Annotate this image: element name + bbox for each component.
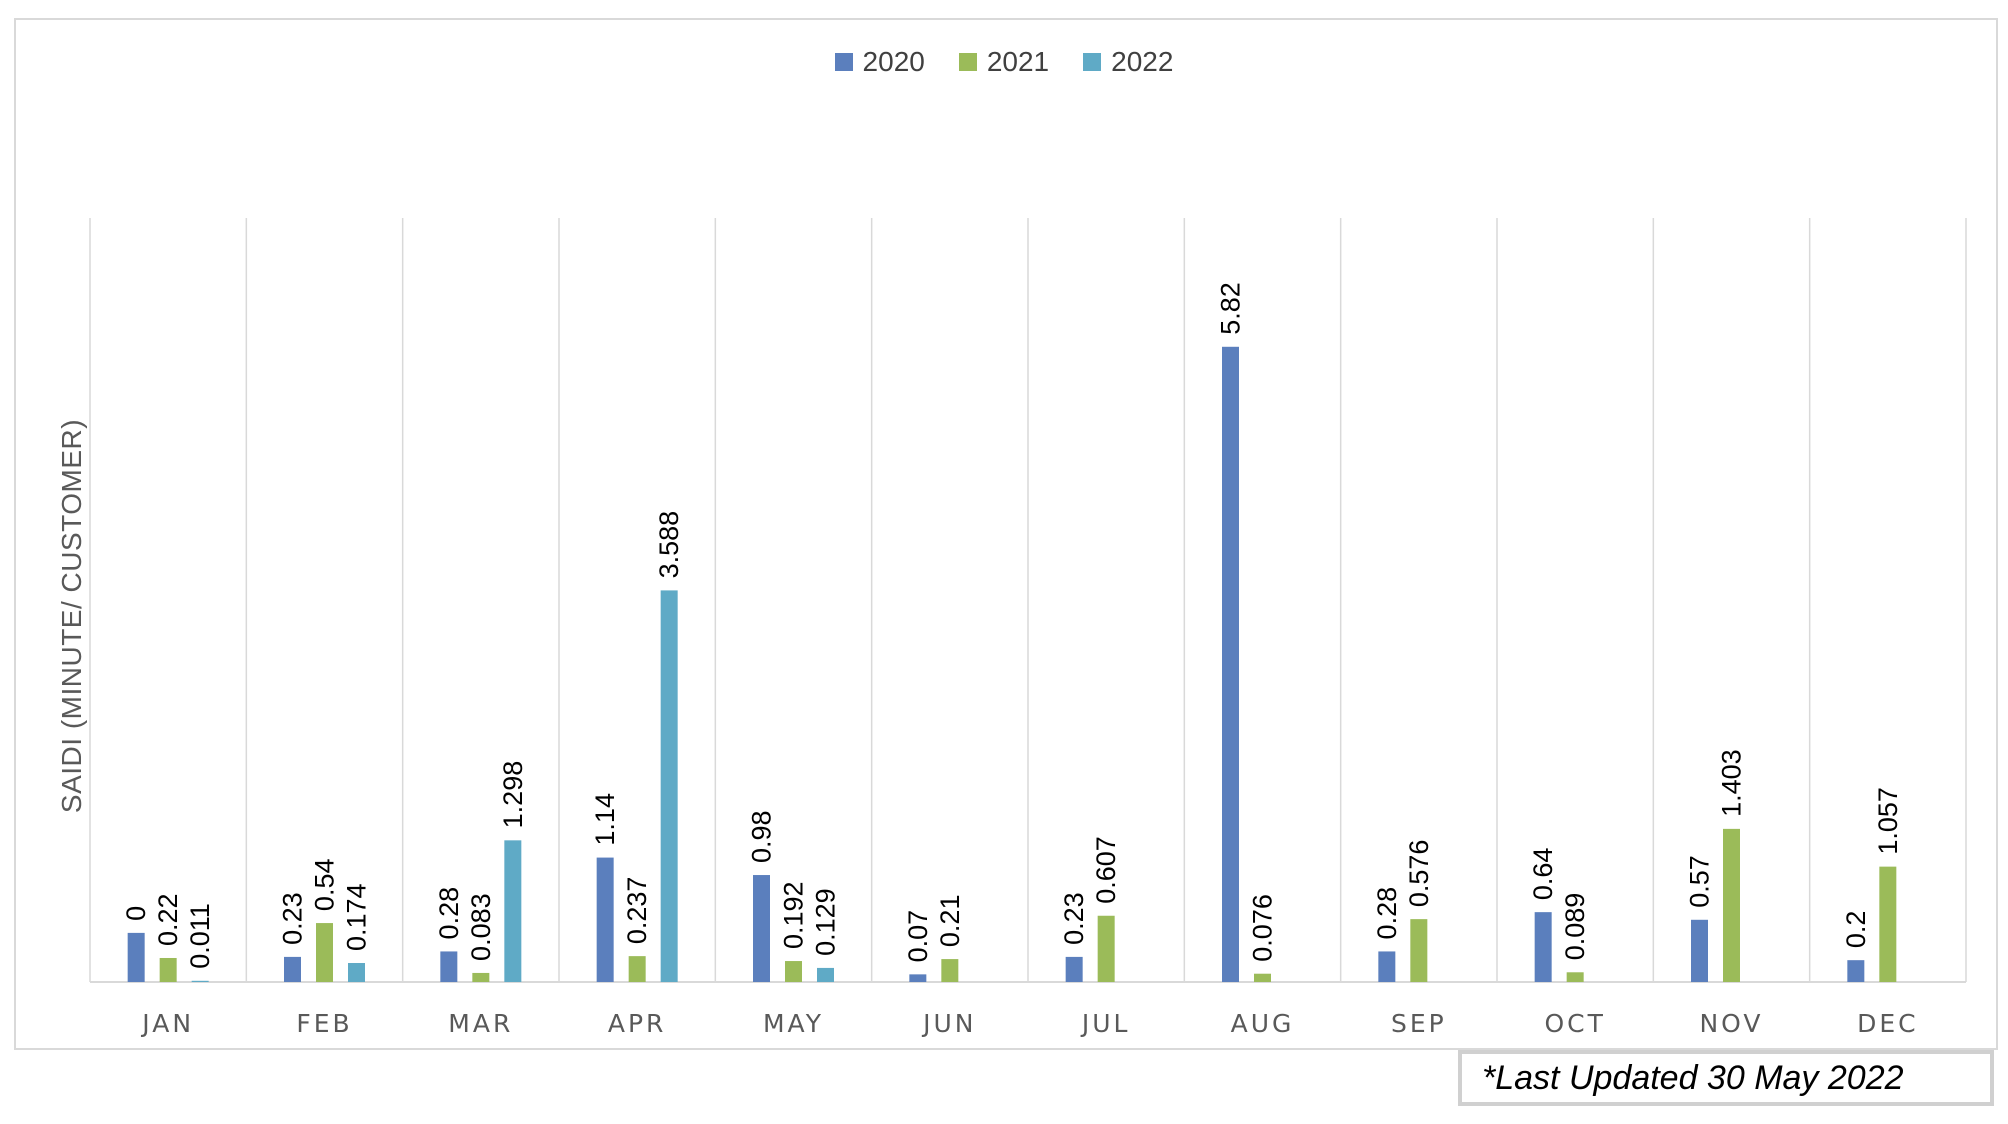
- last-updated-text: *Last Updated 30 May 2022: [1482, 1058, 1904, 1097]
- legend-swatch-2022: [1083, 53, 1102, 71]
- data-label-2020-jun: 0.07: [903, 910, 933, 963]
- data-label-2022-may: 0.129: [811, 888, 841, 956]
- data-label-2022-feb: 0.174: [342, 883, 372, 951]
- data-label-2021-apr: 0.237: [622, 877, 652, 945]
- chart-frame: [14, 18, 1998, 1050]
- bar-2021-nov: [1723, 828, 1740, 982]
- bar-2021-dec: [1879, 866, 1897, 982]
- data-label-2020-feb: 0.23: [278, 892, 308, 945]
- bar-2021-oct: [1566, 972, 1584, 982]
- bar-2022-jan: [191, 980, 209, 982]
- bar-2021-jul: [1097, 915, 1115, 982]
- bar-2020-mar: [440, 951, 458, 982]
- data-label-2020-dec: 0.2: [1841, 911, 1871, 949]
- data-label-2020-mar: 0.28: [434, 887, 464, 940]
- x-tick-label-nov: NOV: [1699, 1009, 1763, 1038]
- bar-2020-jul: [1065, 956, 1083, 982]
- bar-2021-mar: [472, 972, 490, 982]
- bar-2021-apr: [628, 956, 646, 982]
- bar-2021-aug: [1254, 973, 1271, 982]
- data-label-2021-feb: 0.54: [310, 859, 340, 912]
- data-label-2020-jul: 0.23: [1059, 892, 1089, 945]
- data-label-2020-aug: 5.82: [1216, 282, 1246, 335]
- x-tick-label-apr: APR: [608, 1009, 667, 1038]
- x-tick-label-mar: MAR: [448, 1009, 513, 1038]
- bar-2021-jun: [941, 959, 959, 982]
- bar-2020-sep: [1378, 951, 1396, 982]
- x-tick-label-feb: FEB: [296, 1009, 352, 1038]
- data-label-2020-nov: 0.57: [1685, 855, 1715, 908]
- data-label-2021-jul: 0.607: [1091, 836, 1121, 904]
- legend-label-2020: 2020: [862, 46, 925, 77]
- bar-2020-jan: [127, 932, 145, 982]
- data-label-2020-sep: 0.28: [1372, 887, 1402, 940]
- data-label-2021-may: 0.192: [779, 881, 809, 949]
- x-tick-label-jul: JUL: [1080, 1009, 1131, 1038]
- x-tick-label-jun: JUN: [921, 1009, 976, 1038]
- data-label-2021-sep: 0.576: [1404, 840, 1434, 908]
- x-tick-label-sep: SEP: [1391, 1009, 1447, 1038]
- bar-2020-nov: [1691, 919, 1708, 982]
- legend-item-2020: 2020: [834, 46, 925, 78]
- bar-2022-mar: [504, 840, 522, 982]
- data-label-2021-nov: 1.403: [1717, 749, 1747, 817]
- data-label-2021-jun: 0.21: [935, 895, 965, 948]
- data-label-2020-jan: 0: [121, 906, 151, 921]
- bar-2022-may: [817, 967, 834, 982]
- data-label-2020-apr: 1.14: [590, 793, 620, 846]
- x-tick-label-dec: DEC: [1857, 1009, 1919, 1038]
- data-label-2022-apr: 3.588: [654, 511, 684, 579]
- bar-2020-may: [753, 875, 770, 982]
- bar-2020-jun: [909, 974, 927, 982]
- data-label-2021-mar: 0.083: [466, 893, 496, 961]
- data-label-2022-mar: 1.298: [498, 761, 528, 829]
- x-tick-label-jan: JAN: [140, 1009, 194, 1038]
- legend-label-2021: 2021: [986, 46, 1050, 77]
- legend-label-2022: 2022: [1111, 46, 1174, 77]
- data-label-2020-oct: 0.64: [1528, 848, 1558, 901]
- legend-swatch-2021: [958, 53, 977, 71]
- bar-2020-apr: [596, 857, 614, 982]
- legend-item-2021: 2021: [958, 46, 1050, 78]
- y-axis-label: SAIDI (MINUTE/ CUSTOMER): [56, 418, 87, 814]
- data-label-2022-jan: 0.011: [185, 903, 215, 969]
- bar-2020-dec: [1847, 960, 1865, 982]
- data-label-2020-may: 0.98: [747, 810, 777, 863]
- bar-2021-sep: [1410, 919, 1428, 982]
- bar-2021-jan: [159, 957, 177, 982]
- x-tick-label-oct: OCT: [1544, 1009, 1605, 1038]
- data-label-2021-jan: 0.22: [153, 893, 183, 946]
- last-updated-note: *Last Updated 30 May 2022: [1458, 1050, 1994, 1106]
- bar-2021-may: [785, 961, 802, 982]
- data-label-2021-dec: 1.057: [1873, 787, 1903, 855]
- bar-2020-oct: [1534, 912, 1552, 982]
- bar-2020-feb: [284, 956, 301, 982]
- bar-2021-feb: [316, 923, 333, 982]
- x-tick-label-may: MAY: [763, 1009, 824, 1038]
- legend-swatch-2020: [834, 53, 853, 71]
- data-label-2021-oct: 0.089: [1560, 893, 1590, 961]
- x-tick-label-aug: AUG: [1231, 1009, 1295, 1038]
- data-label-2021-aug: 0.076: [1248, 894, 1278, 962]
- bar-2022-apr: [660, 590, 678, 982]
- legend: 2020 2021 2022: [0, 46, 2008, 78]
- legend-item-2022: 2022: [1083, 46, 1173, 78]
- bar-2020-aug: [1222, 346, 1239, 982]
- bar-2022-feb: [348, 963, 365, 982]
